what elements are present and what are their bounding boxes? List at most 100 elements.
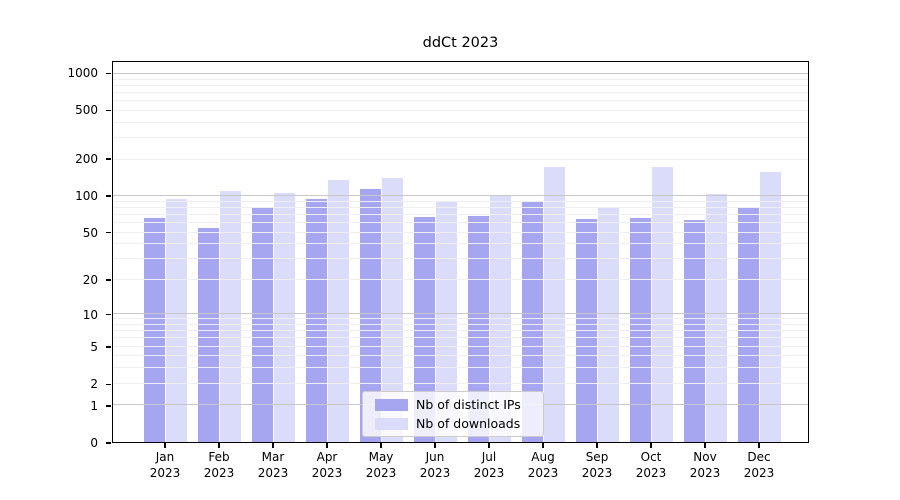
bar-distinct-ips-apr <box>306 198 327 442</box>
y-tick-label: 500 <box>75 103 98 118</box>
x-tick-label-line: 2023 <box>257 465 289 480</box>
y-tick-label: 100 <box>75 189 98 204</box>
x-tick-label-line: 2023 <box>689 465 721 480</box>
y-tick-mark <box>106 405 111 407</box>
bar-downloads-feb <box>220 191 241 442</box>
x-tick-label-line: 2023 <box>365 465 397 480</box>
x-tick-label-line: Apr <box>316 450 338 464</box>
y-tick-label: 1 <box>90 398 98 413</box>
x-tick-mark <box>542 443 544 448</box>
x-tick-label-line: 2023 <box>149 465 181 480</box>
x-tick-label: Jun 2023 <box>403 450 467 481</box>
x-tick-label-line: 2023 <box>527 465 559 480</box>
bar-distinct-ips-may <box>360 189 381 442</box>
legend-entry: Nb of downloads <box>363 416 543 431</box>
x-tick-label-line: 2023 <box>473 465 505 480</box>
x-tick-label-line: Jun <box>425 450 445 464</box>
bar-distinct-ips-nov <box>684 220 705 442</box>
bars-layer <box>113 62 808 442</box>
y-tick-label: 5 <box>90 340 98 355</box>
bar-downloads-jun <box>436 200 457 442</box>
bar-downloads-oct <box>652 166 673 442</box>
x-tick-label: Nov 2023 <box>673 450 737 481</box>
x-tick-label: Sep 2023 <box>565 450 629 481</box>
bar-distinct-ips-oct <box>630 217 651 442</box>
x-tick-label: Aug 2023 <box>511 450 575 481</box>
x-tick-mark <box>650 443 652 448</box>
y-tick-label: 50 <box>82 225 98 240</box>
bar-distinct-ips-aug <box>522 201 543 442</box>
legend-label-distinct-ips: Nb of distinct IPs <box>416 397 521 412</box>
x-tick-label-line: Oct <box>640 450 662 464</box>
x-tick-label-line: Mar <box>261 450 285 464</box>
x-tick-label-line: 2023 <box>203 465 235 480</box>
x-tick-label: Jan 2023 <box>133 450 197 481</box>
bar-distinct-ips-jun <box>414 216 435 442</box>
y-tick-label: 2 <box>90 377 98 392</box>
x-tick-label-line: Aug <box>531 450 555 464</box>
x-tick-mark <box>434 443 436 448</box>
x-tick-label-line: May <box>368 450 394 464</box>
y-tick-mark <box>106 231 111 234</box>
y-tick-mark <box>106 279 111 281</box>
y-tick-mark <box>106 72 111 74</box>
y-tick-label: 1000 <box>67 66 98 81</box>
x-tick-label: Jul 2023 <box>457 450 521 481</box>
x-tick-label-line: Jan <box>155 450 175 464</box>
y-tick-mark <box>106 346 111 348</box>
x-tick-mark <box>758 443 760 448</box>
bar-downloads-apr <box>328 179 349 442</box>
bar-downloads-mar <box>274 192 295 442</box>
x-tick-label-line: Jul <box>481 450 497 464</box>
legend: Nb of distinct IPs Nb of downloads <box>362 391 544 437</box>
bar-distinct-ips-jul <box>468 216 489 442</box>
y-tick-label: 0 <box>90 436 98 450</box>
x-tick-label-line: Dec <box>747 450 771 464</box>
bar-downloads-jan <box>166 199 187 442</box>
y-tick-mark <box>106 195 111 197</box>
bar-distinct-ips-dec <box>738 206 759 442</box>
x-tick-mark <box>218 443 220 448</box>
x-tick-label-line: 2023 <box>743 465 775 480</box>
bar-downloads-nov <box>706 193 727 442</box>
y-tick-label: 10 <box>82 307 98 322</box>
y-tick-label: 200 <box>75 152 98 167</box>
x-tick-mark <box>326 443 328 448</box>
legend-swatch-distinct-ips <box>375 398 408 411</box>
x-tick-label: Dec 2023 <box>727 450 791 481</box>
y-tick-mark <box>106 109 111 111</box>
x-tick-label-line: 2023 <box>419 465 451 480</box>
x-tick-mark <box>272 443 274 448</box>
x-tick-label-line: Sep <box>585 450 609 464</box>
x-tick-mark <box>380 443 382 448</box>
x-tick-label-line: 2023 <box>311 465 343 480</box>
y-tick-mark <box>106 313 111 316</box>
x-tick-label-line: Feb <box>208 450 230 464</box>
legend-entry: Nb of distinct IPs <box>363 397 543 412</box>
x-tick-label: Apr 2023 <box>295 450 359 481</box>
y-tick-mark <box>106 442 111 444</box>
x-tick-label: Oct 2023 <box>619 450 683 481</box>
bar-distinct-ips-sep <box>576 219 597 442</box>
bar-downloads-sep <box>598 207 619 442</box>
plot-area <box>112 61 809 443</box>
x-tick-mark <box>704 443 706 448</box>
x-tick-label: Mar 2023 <box>241 450 305 481</box>
y-tick-mark <box>106 158 111 160</box>
bar-downloads-aug <box>544 166 565 442</box>
bar-distinct-ips-mar <box>252 207 273 442</box>
x-tick-mark <box>164 443 166 448</box>
bar-downloads-dec <box>760 171 781 442</box>
x-tick-mark <box>488 443 490 448</box>
bar-distinct-ips-feb <box>198 227 219 442</box>
x-tick-label: Feb 2023 <box>187 450 251 481</box>
y-tick-mark <box>106 383 111 385</box>
x-tick-label-line: Nov <box>693 450 717 464</box>
legend-swatch-downloads <box>375 417 408 430</box>
x-tick-label-line: 2023 <box>635 465 667 480</box>
bar-distinct-ips-jan <box>144 217 165 442</box>
x-tick-mark <box>596 443 598 448</box>
x-tick-label: May 2023 <box>349 450 413 481</box>
x-tick-label-line: 2023 <box>581 465 613 480</box>
